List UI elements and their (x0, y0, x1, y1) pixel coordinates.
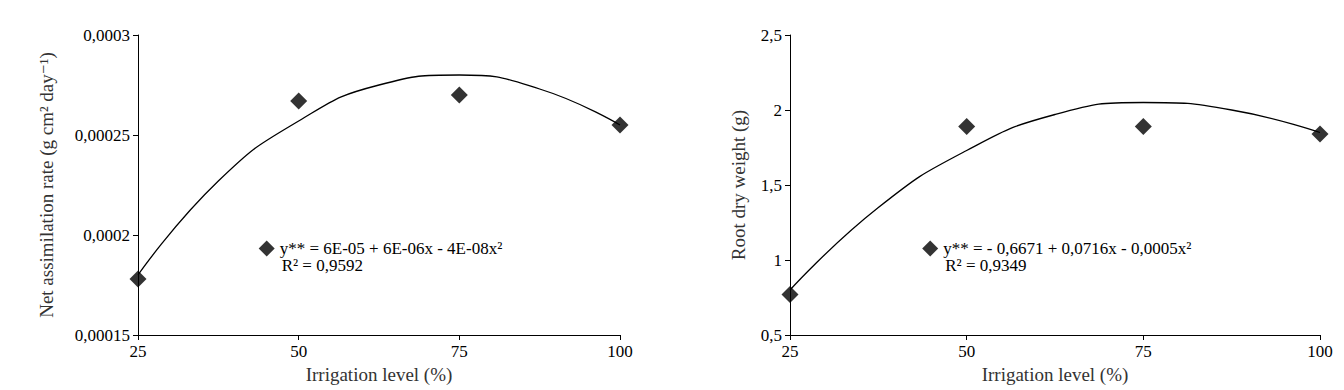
svg-text:2: 2 (774, 101, 783, 120)
svg-text:1: 1 (774, 251, 783, 270)
svg-text:0,00015: 0,00015 (75, 326, 130, 345)
svg-text:25: 25 (782, 342, 799, 361)
svg-text:100: 100 (1307, 342, 1333, 361)
svg-text:0,00025: 0,00025 (75, 126, 130, 145)
svg-text:Irrigation level (%): Irrigation level (%) (306, 364, 453, 386)
svg-text:Irrigation level (%): Irrigation level (%) (982, 364, 1129, 386)
svg-text:50: 50 (958, 342, 975, 361)
svg-text:R² = 0,9349: R² = 0,9349 (945, 256, 1026, 275)
svg-text:75: 75 (451, 342, 468, 361)
svg-text:0,0002: 0,0002 (83, 226, 130, 245)
svg-text:Net assimilation rate (g cm² d: Net assimilation rate (g cm² day⁻¹) (36, 52, 58, 318)
svg-text:R² = 0,9592: R² = 0,9592 (282, 256, 363, 275)
svg-text:25: 25 (130, 342, 147, 361)
svg-text:2,5: 2,5 (761, 26, 782, 45)
svg-text:100: 100 (607, 342, 633, 361)
svg-text:1,5: 1,5 (761, 176, 782, 195)
svg-text:50: 50 (290, 342, 307, 361)
svg-text:y** = - 0,6671 + 0,0716x - 0,0: y** = - 0,6671 + 0,0716x - 0,0005x² (943, 239, 1191, 258)
svg-text:Root dry weight (g): Root dry weight (g) (728, 110, 750, 260)
svg-text:0,0003: 0,0003 (83, 26, 130, 45)
svg-text:y** = 6E-05 + 6E-06x - 4E-08x²: y** = 6E-05 + 6E-06x - 4E-08x² (280, 239, 503, 258)
svg-text:0,5: 0,5 (761, 326, 782, 345)
svg-text:75: 75 (1135, 342, 1152, 361)
